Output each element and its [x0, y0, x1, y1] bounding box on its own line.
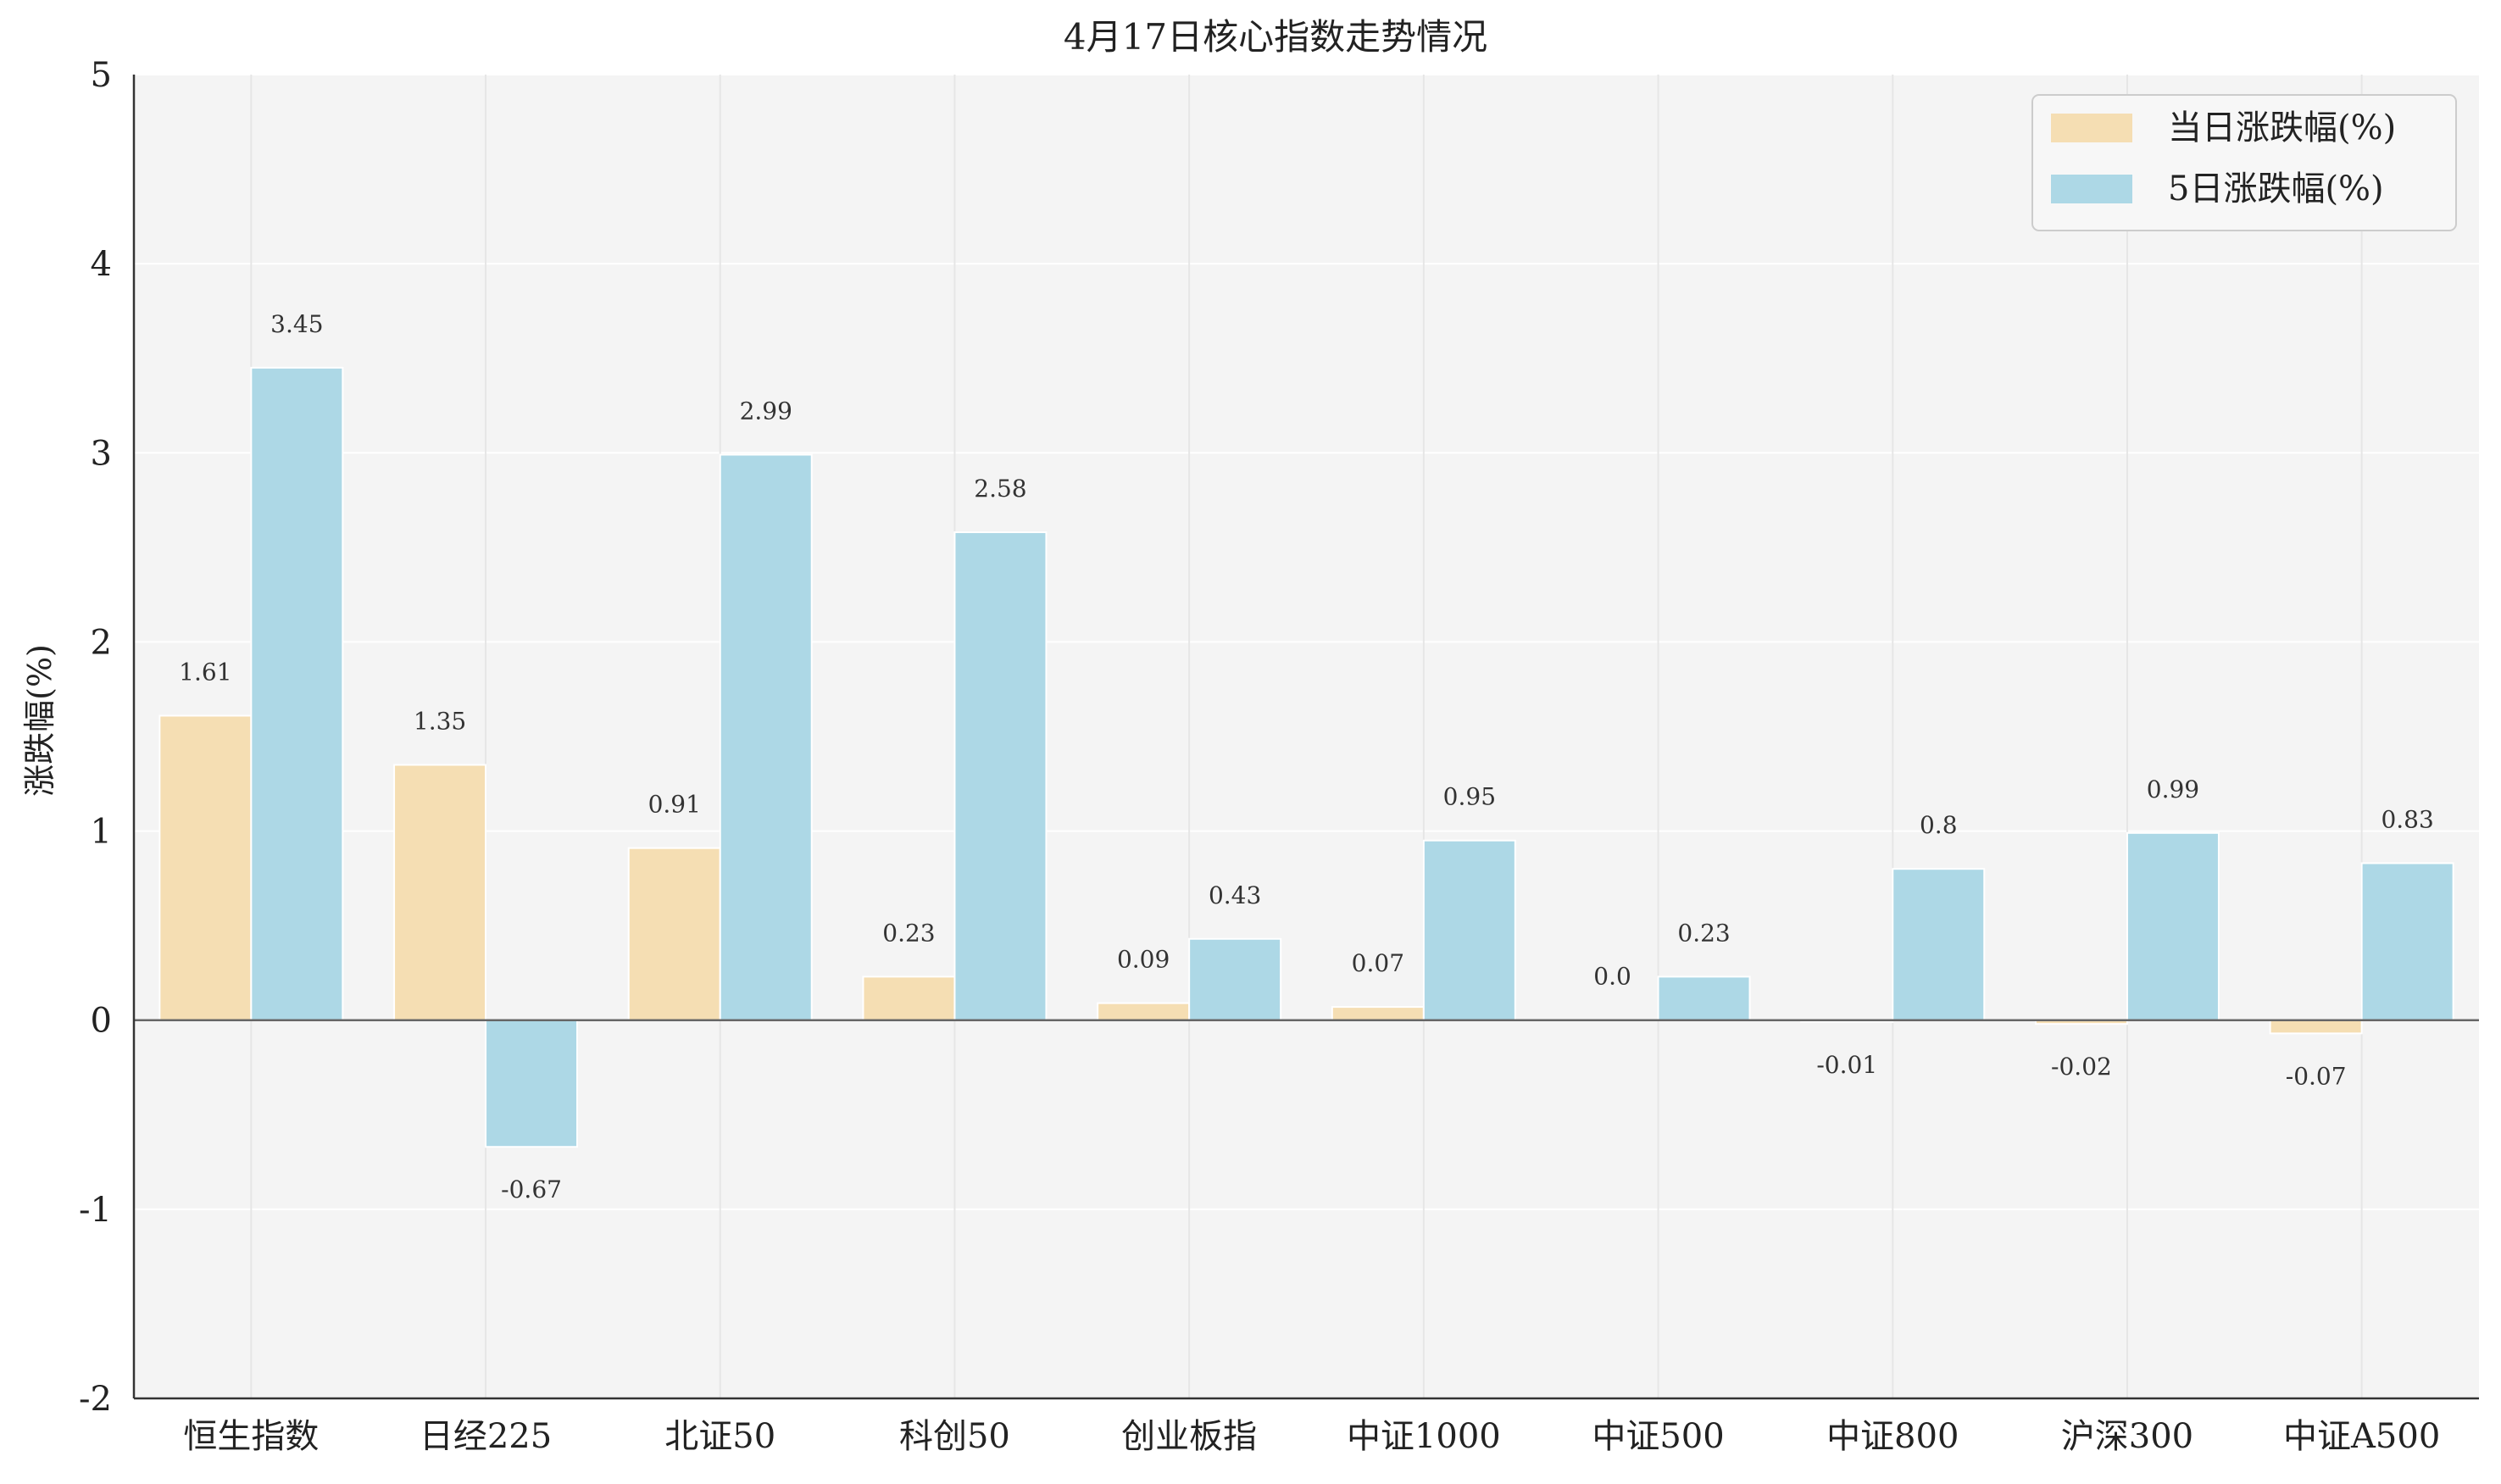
data-label: -0.67 — [501, 1176, 562, 1203]
x-tick-label: 科创50 — [899, 1417, 1010, 1456]
data-label: -0.01 — [1816, 1051, 1877, 1079]
bar-five-day — [485, 1019, 579, 1148]
x-tick-label: 中证1000 — [1347, 1417, 1501, 1456]
data-label: 3.45 — [270, 310, 323, 338]
legend-label: 5日涨跌幅(%) — [2168, 170, 2384, 208]
legend-label: 当日涨跌幅(%) — [2168, 108, 2396, 147]
bar-daily — [158, 714, 253, 1021]
data-label: 0.91 — [648, 791, 701, 819]
y-tick-label: -2 — [79, 1380, 112, 1419]
bar-five-day — [1422, 839, 1516, 1021]
legend: 当日涨跌幅(%) 5日涨跌幅(%) — [2031, 94, 2457, 231]
y-tick-label: 1 — [91, 813, 112, 852]
plot-background — [134, 75, 2479, 1398]
data-label: 0.07 — [1352, 949, 1404, 977]
x-tick-label: 创业板指 — [1121, 1417, 1257, 1456]
y-tick-label: 0 — [91, 1002, 112, 1041]
bar-five-day — [953, 531, 1048, 1021]
bar-five-day — [1188, 937, 1282, 1021]
data-label: 1.61 — [179, 658, 231, 686]
chart-title: 4月17日核心指数走势情况 — [1064, 16, 1487, 58]
x-tick-label: 日经225 — [420, 1417, 552, 1456]
plot-area: 5 4 3 2 1 0 -1 -2 1.61 1.35 0.91 0.23 0.09 0.07 0.0 -0.… — [79, 56, 2479, 1456]
legend-box — [2031, 94, 2457, 231]
data-label: 2.99 — [740, 397, 792, 425]
data-label: -0.07 — [2286, 1062, 2347, 1090]
x-tick-label: 中证500 — [1592, 1417, 1724, 1456]
data-label: 1.35 — [414, 707, 466, 735]
x-tick-label: 沪深300 — [2061, 1417, 2193, 1456]
bar-five-day — [2360, 862, 2454, 1021]
x-tick-label: 北证50 — [664, 1417, 775, 1456]
data-label: 0.99 — [2147, 775, 2199, 803]
data-label: 0.95 — [1443, 783, 1496, 811]
x-tick-label: 中证A500 — [2283, 1417, 2440, 1456]
data-label: 0.09 — [1117, 946, 1170, 974]
data-label: 0.23 — [1677, 919, 1730, 947]
x-tick-label: 中证800 — [1826, 1417, 1959, 1456]
data-label: -0.02 — [2051, 1053, 2112, 1081]
data-label: 0.43 — [1209, 881, 1261, 909]
legend-swatch — [2051, 114, 2132, 142]
y-tick-label: 4 — [91, 245, 112, 284]
x-tick-label: 恒生指数 — [183, 1417, 319, 1456]
bar-daily — [2269, 1019, 2363, 1035]
y-tick-label: 2 — [91, 623, 112, 662]
data-label: 2.58 — [974, 475, 1026, 503]
data-label: 0.8 — [1920, 811, 1958, 839]
data-label: 0.23 — [882, 919, 935, 947]
bar-five-day — [1657, 975, 1751, 1021]
y-tick-label: -1 — [79, 1191, 112, 1230]
y-tick-label: 5 — [91, 56, 112, 95]
bar-daily — [862, 975, 956, 1021]
bar-daily — [627, 847, 721, 1021]
y-tick-label: 3 — [91, 434, 112, 473]
bar-five-day — [719, 453, 813, 1021]
bar-daily — [1097, 1002, 1191, 1021]
data-label: 0.0 — [1593, 963, 1631, 991]
bar-five-day — [250, 366, 344, 1021]
y-axis-label: 涨跌幅(%) — [21, 644, 58, 797]
bar-five-day — [1892, 868, 1986, 1021]
data-label: 0.83 — [2381, 806, 2433, 834]
bar-daily — [393, 764, 487, 1021]
bar-five-day — [2126, 831, 2220, 1021]
legend-swatch — [2051, 175, 2132, 203]
bar-daily — [1331, 1006, 1425, 1021]
